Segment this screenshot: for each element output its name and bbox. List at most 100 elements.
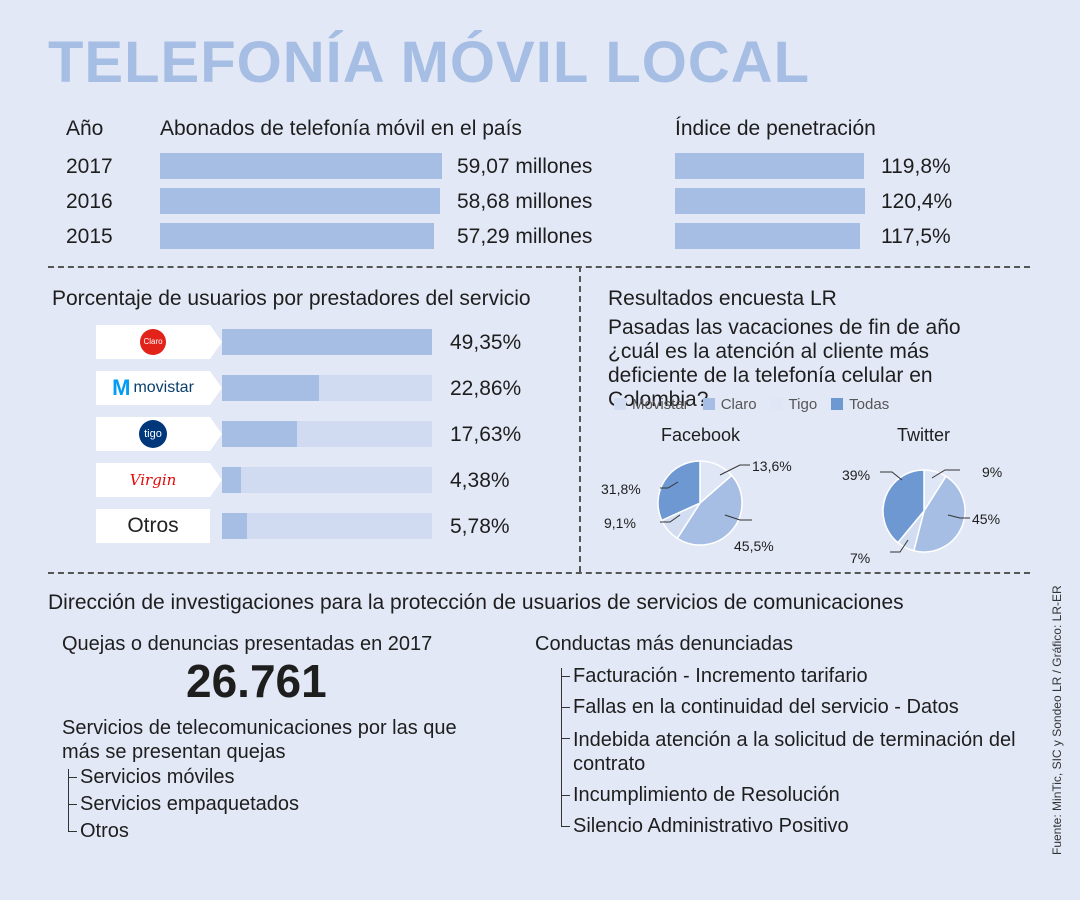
divider-bottom (48, 572, 1030, 574)
provider-bar (222, 513, 247, 539)
legend-swatch (614, 398, 626, 410)
logo-arrow-shape (210, 463, 222, 497)
subscribers-header: Abonados de telefonía móvil en el país (160, 117, 522, 140)
pie-leader-line (890, 539, 909, 553)
penetration-bar (675, 223, 861, 249)
survey-legend: Movistar Claro Tigo Todas (614, 396, 903, 414)
pie-label: 45% (972, 511, 1001, 527)
provider-value: 22,86% (450, 377, 522, 400)
logo-arrow-shape (210, 417, 222, 451)
tigo-logo: tigo (96, 417, 210, 451)
provider-bar-track (222, 513, 432, 539)
legend-label: Todas (849, 396, 890, 413)
provider-bar (222, 375, 320, 401)
list-item: Incumplimiento de Resolución (573, 784, 840, 806)
tree-tick (561, 707, 570, 708)
penetration-value: 117,5% (881, 225, 951, 248)
pie-label: 31,8% (601, 481, 641, 497)
list-item: Servicios empaquetados (80, 793, 300, 815)
providers-title: Porcentaje de usuarios por prestadores d… (52, 287, 531, 310)
pie-title-twitter: Twitter (897, 425, 951, 445)
subscribers-value: 59,07 millones (457, 155, 593, 178)
year-label: 2017 (66, 155, 113, 178)
subscribers-bar (160, 223, 434, 249)
services-title: Servicios de telecomunicaciones por las … (62, 717, 457, 763)
complaints-title: Dirección de investigaciones para la pro… (48, 591, 904, 614)
virgin-logo: Virgin (96, 463, 210, 497)
pie-label: 7% (850, 550, 871, 566)
pie-label: 9,1% (604, 515, 636, 531)
page-title: TELEFONÍA MÓVIL LOCAL (48, 30, 811, 95)
list-item: Fallas en la continuidad del servicio - … (573, 696, 959, 718)
pie-slice-claro (676, 474, 743, 546)
provider-bar (222, 467, 241, 493)
list-item: Indebida atención a la solicitud de term… (573, 729, 1016, 775)
survey-title: Resultados encuesta LR (608, 287, 837, 310)
penetration-bar (675, 188, 865, 214)
tree-stem (68, 769, 69, 831)
penetration-value: 120,4% (881, 190, 953, 213)
complaints-count-value: 26.761 (186, 655, 327, 707)
others-label: Otros (96, 509, 210, 543)
survey-pies (657, 460, 970, 553)
subscribers-value: 57,29 millones (457, 225, 593, 248)
legend-label: Movistar (632, 396, 689, 413)
legend-item: Todas (831, 396, 889, 413)
legend-swatch (831, 398, 844, 410)
movistar-m-icon: M (112, 375, 131, 400)
tree-tick (561, 738, 570, 739)
pie-leader-line (660, 514, 681, 523)
pie-label: 39% (842, 467, 871, 483)
list-item: Otros (80, 820, 129, 842)
provider-bar-track (222, 467, 432, 493)
provider-logo-text: tigo (139, 420, 167, 448)
legend-item: Movistar (614, 396, 689, 413)
complaints-count-label: Quejas o denuncias presentadas en 2017 (62, 633, 433, 655)
divider-top (48, 266, 1030, 268)
subscribers-value: 58,68 millones (457, 190, 593, 213)
penetration-value: 119,8% (881, 155, 951, 178)
provider-value: 4,38% (450, 469, 510, 492)
pie-leader-line (719, 464, 750, 476)
tree-tick (561, 676, 570, 677)
provider-logo-text: Claro (140, 329, 166, 355)
provider-value: 5,78% (450, 515, 510, 538)
year-label: 2016 (66, 190, 113, 213)
pie-leader-line (880, 471, 903, 481)
claro-logo: Claro (96, 325, 210, 359)
tree-stem (561, 668, 562, 826)
subscribers-bar (160, 188, 441, 214)
legend-item: Claro (702, 396, 757, 413)
provider-value: 49,35% (450, 331, 522, 354)
list-item: Servicios móviles (80, 766, 235, 788)
pie-label: 13,6% (752, 458, 792, 474)
penetration-bar (675, 153, 865, 179)
tree-tick (68, 777, 77, 778)
list-item: Silencio Administrativo Positivo (573, 815, 849, 837)
year-label: 2015 (66, 225, 113, 248)
pie-label: 9% (982, 464, 1003, 480)
logo-arrow-shape (210, 371, 222, 405)
tree-tick (68, 831, 77, 832)
pie-leader-line (947, 514, 970, 519)
list-item: Facturación - Incremento tarifario (573, 665, 868, 687)
pie-leader-line (660, 481, 679, 489)
provider-value: 17,63% (450, 423, 522, 446)
survey-question: Pasadas las vacaciones de fin de año ¿cu… (608, 316, 961, 411)
source-note: Fuente: MinTic, SIC y Sondeo LR / Gráfic… (1050, 585, 1064, 855)
pie-title-facebook: Facebook (661, 425, 741, 445)
penetration-header: Índice de penetración (675, 117, 876, 140)
tree-tick (561, 795, 570, 796)
provider-logo-text: movistar (133, 379, 194, 396)
legend-swatch (770, 398, 783, 410)
provider-bar (222, 329, 432, 355)
pie-slice-claro (912, 475, 966, 553)
provider-bar (222, 421, 297, 447)
pie-label: 45,5% (734, 538, 774, 554)
provider-logo-text: Virgin (129, 471, 177, 489)
year-header: Año (66, 117, 104, 140)
conducts-title: Conductas más denunciadas (535, 633, 793, 655)
pie-leader-line (931, 469, 960, 479)
pie-leader-line (724, 514, 752, 521)
